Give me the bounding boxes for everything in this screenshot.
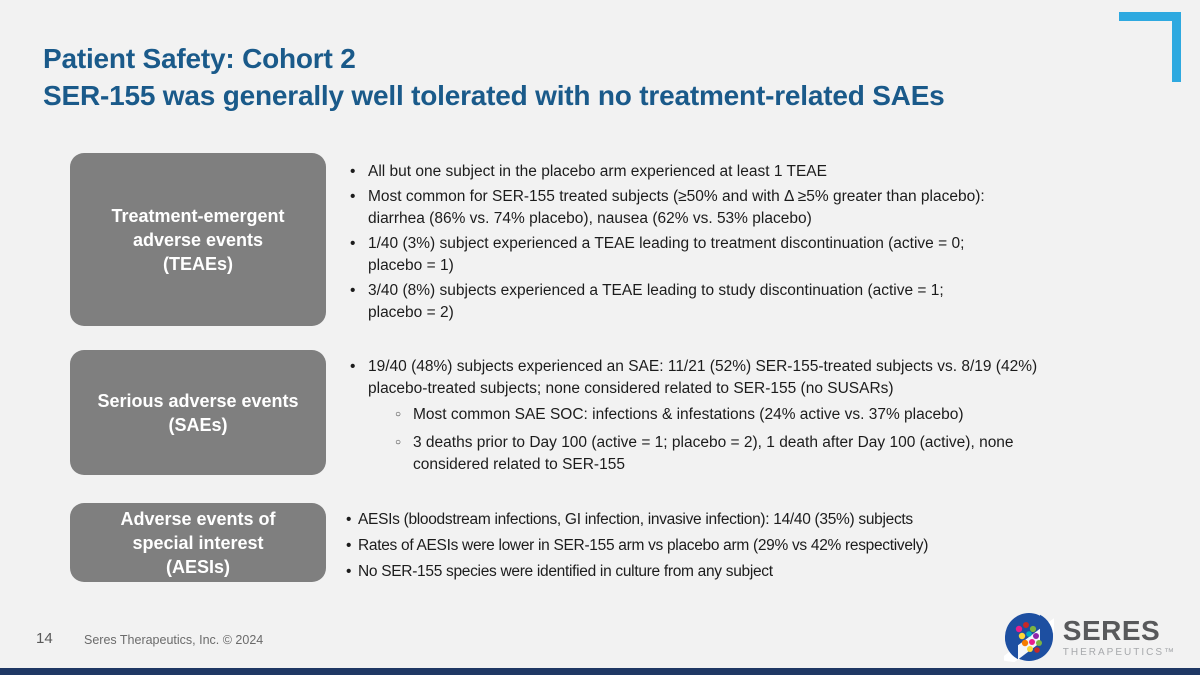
slide-title: Patient Safety: Cohort 2 SER-155 was gen… — [43, 40, 945, 114]
slide-title-line1: Patient Safety: Cohort 2 — [43, 43, 356, 74]
corner-bracket-decoration — [1119, 12, 1181, 82]
teae-label: Treatment-emergent adverse events (TEAEs… — [111, 205, 285, 274]
bullet-text: 3 deaths prior to Day 100 (active = 1; p… — [413, 434, 1014, 473]
bullet-text: 19/40 (48%) subjects experienced an SAE:… — [368, 358, 1038, 397]
bullet-text: 1/40 (3%) subject experienced a TEAE lea… — [368, 235, 965, 274]
bullet-marker-icon — [350, 161, 368, 183]
list-item: 1/40 (3%) subject experienced a TEAE lea… — [350, 233, 1170, 277]
seres-sphere-logo-icon — [1003, 613, 1054, 662]
bullet-marker-icon — [346, 509, 358, 531]
bullet-text: 3/40 (8%) subjects experienced a TEAE le… — [368, 282, 944, 321]
copyright-text: Seres Therapeutics, Inc. © 2024 — [84, 633, 264, 647]
aesi-label-box: Adverse events of special interest (AESI… — [70, 503, 326, 582]
seres-logo: SERES THERAPEUTICS™ — [1003, 612, 1176, 662]
bottom-accent-bar — [0, 668, 1200, 675]
aesi-bullet-list: AESIs (bloodstream infections, GI infect… — [346, 509, 1086, 587]
page-number: 14 — [36, 630, 53, 647]
teae-label-box: Treatment-emergent adverse events (TEAEs… — [70, 153, 326, 326]
bullet-marker-icon — [346, 561, 358, 583]
seres-therapeutics-subtext: THERAPEUTICS™ — [1062, 646, 1176, 658]
list-item: 3/40 (8%) subjects experienced a TEAE le… — [350, 280, 1170, 324]
bullet-marker-icon — [346, 535, 358, 557]
bullet-text: Most common SAE SOC: infections & infest… — [413, 406, 964, 423]
list-item-sub: Most common SAE SOC: infections & infest… — [395, 404, 1160, 428]
sae-bullet-list: 19/40 (48%) subjects experienced an SAE:… — [350, 356, 1160, 480]
bullet-marker-icon — [350, 280, 368, 324]
bullet-marker-icon — [350, 233, 368, 277]
bullet-text: Most common for SER-155 treated subjects… — [368, 188, 985, 227]
sae-label-box: Serious adverse events (SAEs) — [70, 350, 326, 475]
seres-wordmark: SERES — [1062, 614, 1161, 646]
aesi-label: Adverse events of special interest (AESI… — [120, 508, 276, 577]
list-item: All but one subject in the placebo arm e… — [350, 161, 1170, 183]
circle-bullet-marker-icon — [395, 404, 413, 428]
list-item: Most common for SER-155 treated subjects… — [350, 186, 1170, 230]
bullet-text: All but one subject in the placebo arm e… — [368, 163, 827, 180]
bullet-marker-icon — [350, 356, 368, 400]
list-item-sub: 3 deaths prior to Day 100 (active = 1; p… — [395, 432, 1160, 476]
bullet-text: No SER-155 species were identified in cu… — [358, 563, 773, 580]
list-item: Rates of AESIs were lower in SER-155 arm… — [346, 535, 1086, 557]
slide-title-line2: SER-155 was generally well tolerated wit… — [43, 80, 945, 111]
list-item: AESIs (bloodstream infections, GI infect… — [346, 509, 1086, 531]
seres-logo-text: SERES THERAPEUTICS™ — [1062, 614, 1176, 658]
teae-bullet-list: All but one subject in the placebo arm e… — [350, 161, 1170, 327]
list-item: 19/40 (48%) subjects experienced an SAE:… — [350, 356, 1160, 400]
bullet-text: AESIs (bloodstream infections, GI infect… — [358, 511, 913, 528]
bullet-text: Rates of AESIs were lower in SER-155 arm… — [358, 537, 929, 554]
sae-label: Serious adverse events (SAEs) — [97, 390, 299, 435]
list-item: No SER-155 species were identified in cu… — [346, 561, 1086, 583]
circle-bullet-marker-icon — [395, 432, 413, 476]
bullet-marker-icon — [350, 186, 368, 230]
